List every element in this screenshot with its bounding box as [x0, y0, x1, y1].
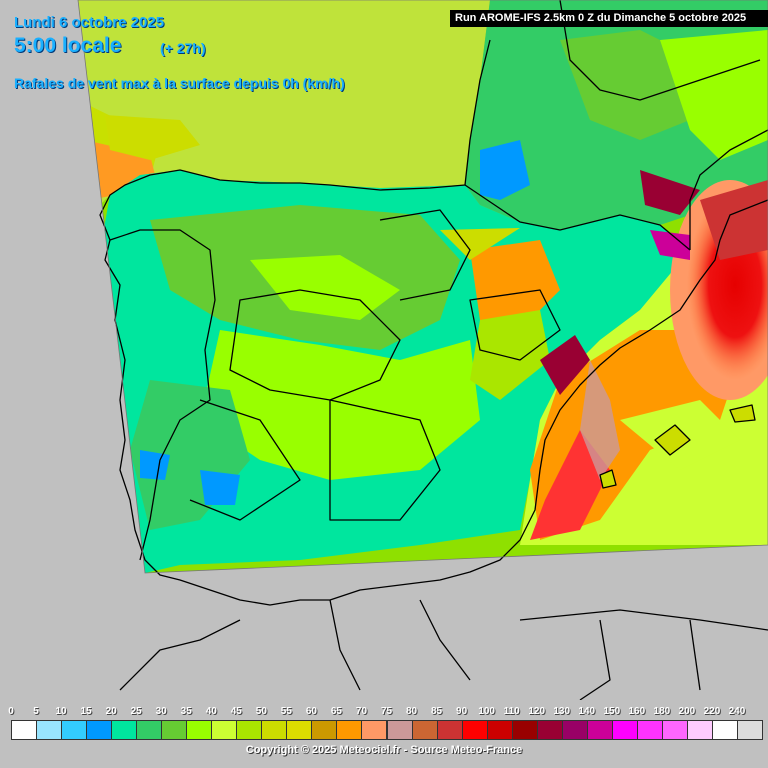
model-domain-outline [77, 0, 768, 574]
legend-tick-label: 10 [55, 706, 67, 717]
legend-tick-label: 65 [330, 706, 342, 717]
legend-swatch [736, 720, 763, 740]
legend-tick-label: 50 [255, 706, 267, 717]
legend-tick-label: 55 [280, 706, 292, 717]
legend-swatch [536, 720, 563, 740]
legend-tick-label: 5 [33, 706, 39, 717]
legend-swatch [461, 720, 488, 740]
legend-tick-label: 25 [130, 706, 142, 717]
legend-tick-label: 30 [155, 706, 167, 717]
legend-tick-label: 60 [305, 706, 317, 717]
legend-swatch [686, 720, 713, 740]
legend-swatch [236, 720, 263, 740]
legend-tick-label: 220 [703, 706, 721, 717]
legend-swatch [661, 720, 688, 740]
legend-tick-label: 180 [653, 706, 671, 717]
legend-tick-label: 130 [553, 706, 571, 717]
legend-tick-label: 140 [578, 706, 596, 717]
legend-swatch [261, 720, 288, 740]
legend-swatch [211, 720, 238, 740]
legend-swatch [86, 720, 113, 740]
legend-swatch [711, 720, 738, 740]
legend-swatch [11, 720, 38, 740]
legend-tick-label: 100 [478, 706, 495, 717]
legend-tick-label: 150 [603, 706, 621, 717]
color-scale-legend: 0 5 10 15 20 25 30 35 40 45 50 55 60 65 70 75 80 85 90 100 1… [0, 700, 768, 768]
legend-swatch [36, 720, 63, 740]
legend-swatch [511, 720, 538, 740]
legend-tick-label: 80 [405, 706, 418, 717]
legend-tick-label: 160 [628, 706, 646, 717]
legend-tick-label: 0 [8, 706, 14, 717]
legend-swatch [561, 720, 588, 740]
legend-swatch [161, 720, 188, 740]
legend-tick-label: 240 [728, 706, 746, 717]
legend-swatch [186, 720, 213, 740]
legend-tick-label: 85 [431, 706, 443, 717]
legend-swatch [136, 720, 163, 740]
legend-tick-label: 45 [230, 706, 242, 717]
run-info: Run AROME-IFS 2.5km 0 Z du Dimanche 5 oc… [450, 10, 768, 27]
legend-swatch [61, 720, 88, 740]
legend-swatch [286, 720, 313, 740]
legend-tick-label: 15 [80, 706, 92, 717]
legend-swatch [311, 720, 338, 740]
legend-swatch [611, 720, 638, 740]
legend-tick-label: 120 [528, 706, 546, 717]
forecast-date: Lundi 6 octobre 2025 [14, 14, 165, 31]
forecast-time: 5:00 locale [14, 34, 122, 57]
legend-tick-label: 40 [205, 706, 217, 717]
legend-tick-label: 70 [355, 706, 368, 717]
legend-swatch [486, 720, 513, 740]
legend-swatch [586, 720, 613, 740]
legend-swatch [436, 720, 463, 740]
legend-swatch [636, 720, 663, 740]
legend-swatch [361, 720, 388, 740]
forecast-offset: (+ 27h) [160, 40, 206, 56]
legend-tick-label: 110 [503, 706, 520, 717]
legend-tick-label: 90 [456, 706, 468, 717]
legend-swatch [411, 720, 438, 740]
coastlines-borders [99, 0, 768, 701]
legend-swatch [386, 720, 413, 740]
legend-tick-label: 20 [105, 706, 117, 717]
copyright: Copyright © 2025 Meteociel.fr - Source M… [245, 744, 523, 756]
legend-swatch [111, 720, 138, 740]
parameter-title: Rafales de vent max à la surface depuis … [14, 75, 345, 91]
legend-tick-label: 200 [678, 706, 696, 717]
legend-tick-label: 35 [180, 706, 192, 717]
legend-tick-label: 75 [380, 706, 393, 717]
legend-swatch [336, 720, 363, 740]
